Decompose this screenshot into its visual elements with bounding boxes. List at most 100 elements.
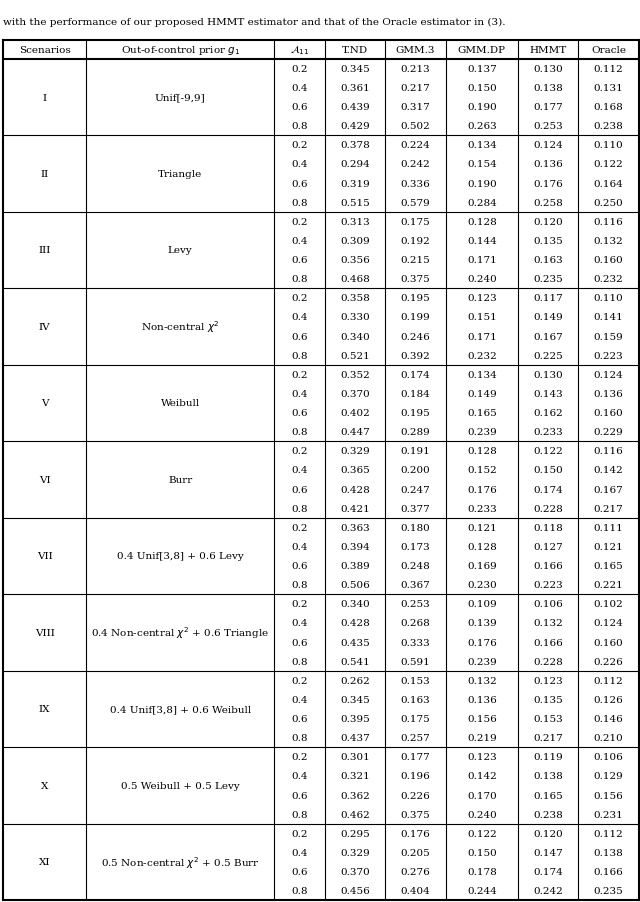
Text: 0.5 Non-central $\chi^2$ + 0.5 Burr: 0.5 Non-central $\chi^2$ + 0.5 Burr: [101, 854, 259, 870]
Text: 0.4 Unif[3,8] + 0.6 Weibull: 0.4 Unif[3,8] + 0.6 Weibull: [109, 704, 251, 713]
Text: 0.2: 0.2: [291, 446, 308, 456]
Text: 0.330: 0.330: [340, 313, 370, 322]
Text: Out-of-control prior $g_1$: Out-of-control prior $g_1$: [120, 43, 240, 57]
Text: 0.309: 0.309: [340, 236, 370, 245]
Text: 0.147: 0.147: [533, 848, 563, 857]
Text: Triangle: Triangle: [158, 170, 202, 179]
Text: 0.132: 0.132: [533, 619, 563, 628]
Text: 0.329: 0.329: [340, 848, 370, 857]
Text: 0.225: 0.225: [533, 351, 563, 360]
Text: 0.122: 0.122: [533, 446, 563, 456]
Text: 0.224: 0.224: [401, 141, 430, 150]
Text: 0.8: 0.8: [291, 351, 308, 360]
Text: Levy: Levy: [168, 246, 193, 255]
Text: 0.468: 0.468: [340, 275, 370, 284]
Text: 0.176: 0.176: [467, 638, 497, 647]
Text: 0.128: 0.128: [467, 542, 497, 551]
Text: 0.215: 0.215: [401, 256, 430, 265]
Text: 0.404: 0.404: [401, 886, 430, 895]
Text: 0.4: 0.4: [291, 236, 308, 245]
Text: 0.2: 0.2: [291, 217, 308, 226]
Text: 0.395: 0.395: [340, 714, 370, 723]
Text: 0.233: 0.233: [467, 504, 497, 513]
Text: 0.317: 0.317: [401, 103, 430, 112]
Text: 0.352: 0.352: [340, 371, 370, 380]
Text: 0.247: 0.247: [401, 485, 430, 494]
Text: 0.435: 0.435: [340, 638, 370, 647]
Text: 0.168: 0.168: [594, 103, 623, 112]
Text: 0.167: 0.167: [594, 485, 623, 494]
Text: 0.130: 0.130: [533, 371, 563, 380]
Text: 0.262: 0.262: [340, 676, 370, 685]
Text: 0.126: 0.126: [594, 695, 623, 704]
Text: 0.456: 0.456: [340, 886, 370, 895]
Text: 0.164: 0.164: [594, 179, 623, 189]
Text: 0.356: 0.356: [340, 256, 370, 265]
Text: V: V: [41, 399, 49, 408]
Text: 0.174: 0.174: [533, 485, 563, 494]
Text: 0.129: 0.129: [594, 771, 623, 780]
Text: 0.4: 0.4: [291, 695, 308, 704]
Text: 0.112: 0.112: [594, 676, 623, 685]
Text: 0.8: 0.8: [291, 581, 308, 590]
Text: 0.284: 0.284: [467, 198, 497, 207]
Text: 0.171: 0.171: [467, 256, 497, 265]
Text: 0.8: 0.8: [291, 504, 308, 513]
Text: 0.139: 0.139: [467, 619, 497, 628]
Text: 0.235: 0.235: [594, 886, 623, 895]
Text: 0.345: 0.345: [340, 65, 370, 74]
Text: 0.238: 0.238: [533, 810, 563, 819]
Text: 0.263: 0.263: [467, 122, 497, 131]
Text: 0.153: 0.153: [533, 714, 563, 723]
Text: with the performance of our proposed HMMT estimator and that of the Oracle estim: with the performance of our proposed HMM…: [3, 18, 506, 27]
Text: 0.8: 0.8: [291, 122, 308, 131]
Text: 0.240: 0.240: [467, 275, 497, 284]
Text: 0.151: 0.151: [467, 313, 497, 322]
Text: 0.128: 0.128: [467, 217, 497, 226]
Text: 0.8: 0.8: [291, 198, 308, 207]
Text: 0.163: 0.163: [533, 256, 563, 265]
Text: 0.132: 0.132: [467, 676, 497, 685]
Text: 0.138: 0.138: [533, 771, 563, 780]
Text: 0.135: 0.135: [533, 695, 563, 704]
Text: 0.134: 0.134: [467, 371, 497, 380]
Text: 0.142: 0.142: [467, 771, 497, 780]
Text: 0.521: 0.521: [340, 351, 370, 360]
Text: 0.166: 0.166: [533, 638, 563, 647]
Text: 0.378: 0.378: [340, 141, 370, 150]
Text: VI: VI: [39, 475, 51, 484]
Text: GMM.3: GMM.3: [396, 46, 435, 55]
Text: 0.167: 0.167: [533, 332, 563, 341]
Text: 0.154: 0.154: [467, 161, 497, 170]
Text: 0.165: 0.165: [533, 791, 563, 800]
Text: 0.345: 0.345: [340, 695, 370, 704]
Text: 0.191: 0.191: [401, 446, 430, 456]
Text: 0.119: 0.119: [533, 752, 563, 761]
Text: 0.156: 0.156: [594, 791, 623, 800]
Text: 0.217: 0.217: [533, 733, 563, 742]
Text: 0.232: 0.232: [467, 351, 497, 360]
Text: 0.160: 0.160: [594, 256, 623, 265]
Text: 0.226: 0.226: [594, 657, 623, 666]
Text: 0.4: 0.4: [291, 390, 308, 399]
Text: 0.213: 0.213: [401, 65, 430, 74]
Text: 0.231: 0.231: [594, 810, 623, 819]
Text: 0.239: 0.239: [467, 657, 497, 666]
Text: 0.363: 0.363: [340, 523, 370, 532]
Text: 0.502: 0.502: [401, 122, 430, 131]
Text: 0.106: 0.106: [533, 600, 563, 609]
Text: 0.150: 0.150: [533, 466, 563, 474]
Text: 0.235: 0.235: [533, 275, 563, 284]
Text: 0.515: 0.515: [340, 198, 370, 207]
Text: 0.319: 0.319: [340, 179, 370, 189]
Text: 0.124: 0.124: [533, 141, 563, 150]
Text: 0.333: 0.333: [401, 638, 430, 647]
Text: 0.166: 0.166: [594, 867, 623, 876]
Text: 0.2: 0.2: [291, 294, 308, 303]
Text: 0.228: 0.228: [533, 504, 563, 513]
Text: 0.238: 0.238: [594, 122, 623, 131]
Text: 0.223: 0.223: [533, 581, 563, 590]
Text: 0.389: 0.389: [340, 561, 370, 570]
Text: 0.120: 0.120: [533, 829, 563, 838]
Text: 0.4: 0.4: [291, 466, 308, 474]
